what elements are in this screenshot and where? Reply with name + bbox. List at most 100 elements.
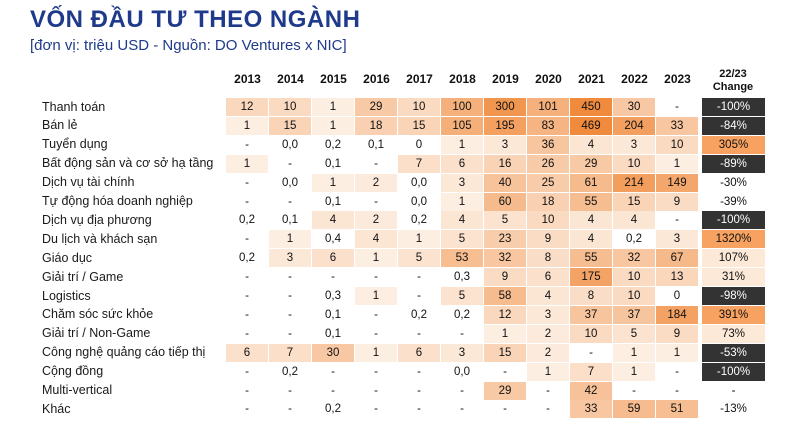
table-cell: 0,3 xyxy=(454,271,470,284)
row-label: Logistics xyxy=(42,288,91,303)
table-cell: 4 xyxy=(355,230,397,249)
table-cell: 5 xyxy=(441,287,483,305)
table-cell: 53 xyxy=(441,249,483,268)
table-cell: 9 xyxy=(656,192,698,211)
table-cell: 175 xyxy=(570,268,612,287)
table-cell: 3 xyxy=(441,173,483,192)
table-cell: 10 xyxy=(527,211,569,230)
table-cell: - xyxy=(245,195,249,208)
table-cell: - xyxy=(288,290,292,302)
table-cell: 18 xyxy=(527,192,569,211)
table-cell: 1 xyxy=(226,116,268,135)
table-cell: 36 xyxy=(527,135,569,154)
table-cell: - xyxy=(675,101,679,113)
change-cell: -84% xyxy=(702,116,765,135)
change-cell: -98% xyxy=(702,287,765,305)
table-cell: 33 xyxy=(656,116,698,135)
table-cell: 1 xyxy=(527,362,569,381)
table-cell: - xyxy=(374,327,378,340)
table-cell: - xyxy=(417,271,421,284)
table-cell: 26 xyxy=(527,154,569,173)
table-cell: 15 xyxy=(269,116,311,135)
table-cell: 4 xyxy=(441,211,483,230)
change-cell: 73% xyxy=(702,324,765,343)
table-cell: 1 xyxy=(355,249,397,268)
table-cell: 6 xyxy=(527,268,569,287)
change-cell: -13% xyxy=(720,403,747,416)
table-cell: 6 xyxy=(398,343,440,362)
table-cell: 10 xyxy=(398,98,440,116)
table-cell: - xyxy=(675,365,679,378)
table-cell: - xyxy=(417,327,421,340)
table-cell: 2 xyxy=(355,173,397,192)
table-cell: 15 xyxy=(613,192,655,211)
table-cell: 23 xyxy=(484,230,526,249)
table-cell: 0,1 xyxy=(325,308,341,321)
table-cell: 1 xyxy=(441,192,483,211)
table-cell: 0,2 xyxy=(239,252,255,265)
change-cell: -100% xyxy=(702,362,765,381)
table-cell: 6 xyxy=(226,343,268,362)
table-cell: 1 xyxy=(484,324,526,343)
table-cell: - xyxy=(503,403,507,416)
table-cell: 0,2 xyxy=(411,214,427,227)
table-cell: - xyxy=(245,138,249,151)
table-cell: 60 xyxy=(484,192,526,211)
table-cell: - xyxy=(374,157,378,170)
table-cell: 7 xyxy=(570,362,612,381)
table-cell: 0,1 xyxy=(325,157,341,170)
table-cell: 0,1 xyxy=(325,195,341,208)
table-cell: - xyxy=(374,384,378,397)
page-title: VỐN ĐẦU TƯ THEO NGÀNH xyxy=(30,6,361,33)
row-label: Tuyển dụng xyxy=(42,137,108,152)
table-cell: 0 xyxy=(673,290,681,302)
table-cell: 5 xyxy=(613,324,655,343)
table-cell: 7 xyxy=(398,154,440,173)
table-cell: 0,1 xyxy=(325,327,341,340)
table-cell: 3 xyxy=(441,343,483,362)
row-label: Thanh toán xyxy=(42,99,106,114)
column-header-change: 22/23 Change xyxy=(712,68,754,93)
change-cell: -39% xyxy=(720,195,747,208)
column-header-2022: 2022 xyxy=(621,72,648,86)
table-cell: 0,3 xyxy=(325,290,341,302)
change-cell: -53% xyxy=(702,343,765,362)
column-header-2018: 2018 xyxy=(449,72,476,86)
table-cell: 83 xyxy=(527,116,569,135)
table-cell: 0,0 xyxy=(454,365,470,378)
change-cell: 31% xyxy=(702,268,765,287)
table-cell: 10 xyxy=(269,98,311,116)
table-cell: - xyxy=(245,308,249,321)
table-cell: 10 xyxy=(656,135,698,154)
table-cell: - xyxy=(632,384,636,397)
table-cell: 8 xyxy=(570,287,612,305)
table-cell: 10 xyxy=(570,324,612,343)
table-cell: 1 xyxy=(613,362,655,381)
column-header-2019: 2019 xyxy=(492,72,519,86)
table-cell: - xyxy=(245,290,249,302)
table-cell: 5 xyxy=(441,230,483,249)
change-cell: 391% xyxy=(702,305,765,324)
column-header-2014: 2014 xyxy=(277,72,304,86)
table-cell: - xyxy=(331,365,335,378)
table-cell: 7 xyxy=(269,343,311,362)
change-cell: 107% xyxy=(702,249,765,268)
table-cell: 0,2 xyxy=(411,308,427,321)
table-cell: - xyxy=(245,271,249,284)
table-cell: 13 xyxy=(656,268,698,287)
table-cell: 29 xyxy=(355,98,397,116)
row-label: Dịch vụ địa phương xyxy=(42,212,152,227)
table-cell: 67 xyxy=(656,249,698,268)
table-cell: - xyxy=(417,403,421,416)
table-cell: 6 xyxy=(441,154,483,173)
table-cell: 61 xyxy=(570,173,612,192)
table-cell: 2 xyxy=(527,324,569,343)
row-label: Multi-vertical xyxy=(42,383,113,397)
table-cell: - xyxy=(288,157,292,170)
table-cell: - xyxy=(245,384,249,397)
table-cell: 184 xyxy=(656,305,698,324)
table-cell: - xyxy=(288,384,292,397)
table-cell: 3 xyxy=(269,249,311,268)
table-cell: 214 xyxy=(613,173,655,192)
table-cell: 1 xyxy=(656,154,698,173)
